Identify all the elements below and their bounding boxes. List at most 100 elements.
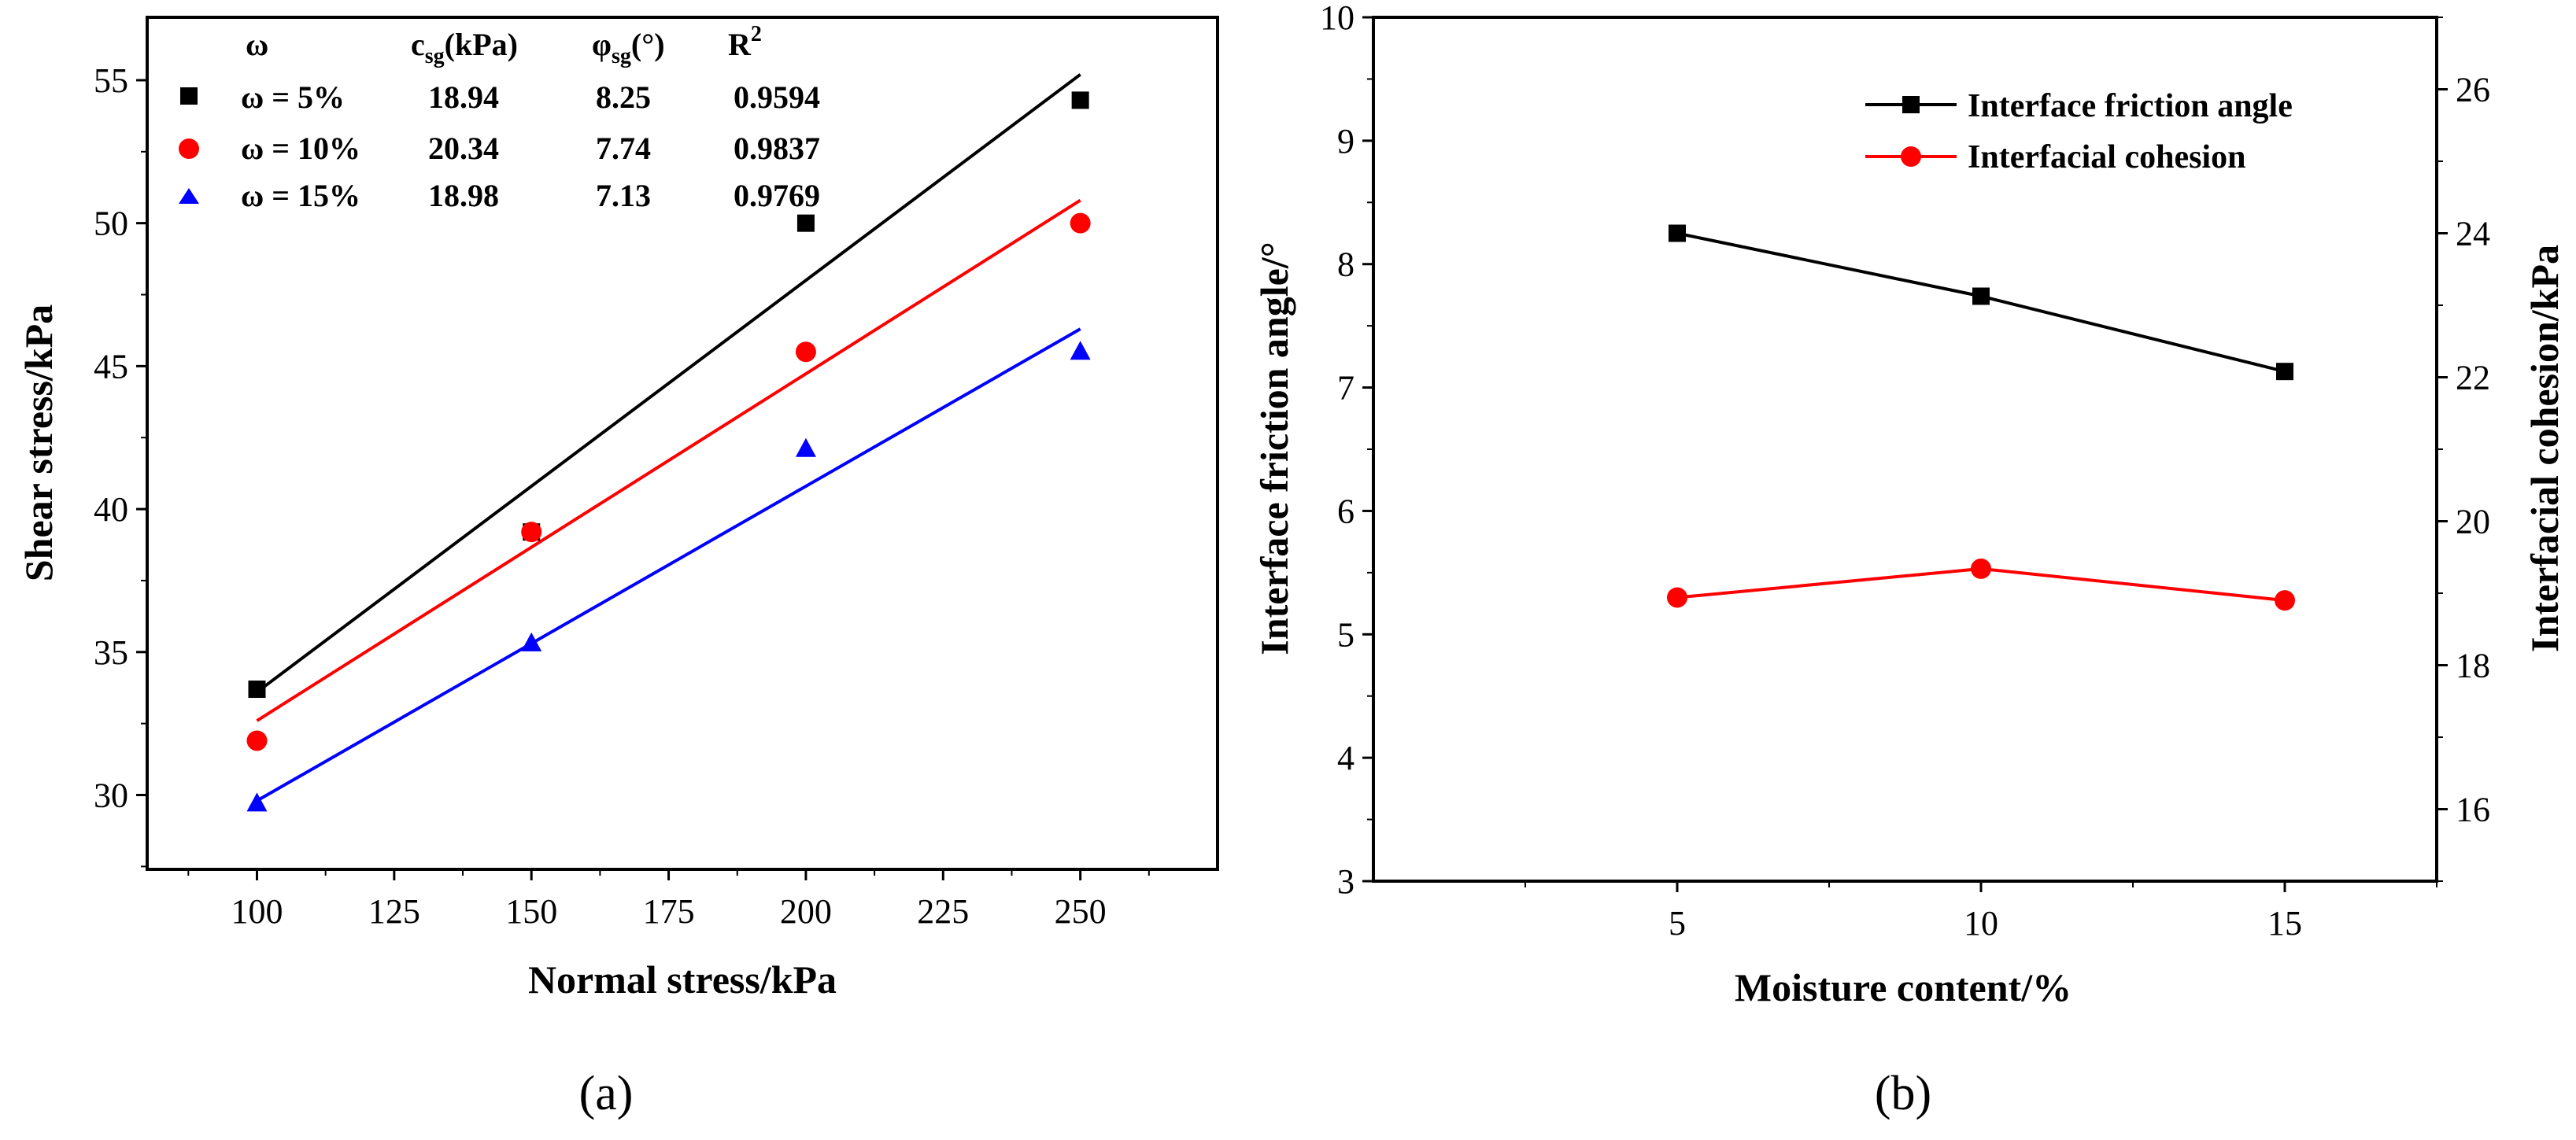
legend-name-5pct: ω = 5% [241,79,345,115]
x-tick-label-a: 100 [231,892,283,931]
panel-a: 100 125 150 175 200 225 250 30 35 40 45 50 55 Norma… [17,16,1219,1120]
data-point-s1-3 [1070,212,1091,234]
legend-c-10pct: 20.34 [428,131,499,166]
y-tick-label-left-b: 3 [1337,862,1355,901]
legend-r2-5pct: 0.9594 [734,79,820,115]
y-tick-label-a: 55 [94,61,128,100]
legend-header-phi-unit: (°) [631,27,665,62]
x-tick-label-b: 15 [2267,904,2302,943]
y-tick-label-right-b: 18 [2456,647,2490,685]
legend-marker-10pct [179,138,199,159]
panel-caption-b: (b) [1875,1067,1931,1120]
x-axis-label-b: Moisture content/% [1735,965,2072,1009]
data-point-s1-0 [246,730,268,751]
fit-line-1 [256,198,1081,722]
legend-header-c-main: c [411,27,425,62]
y-axis-label-a: Shear stress/kPa [17,304,61,581]
y-ticks-a: 30 35 40 45 50 55 [94,61,147,868]
legend-b: Interface friction angle Interfacial coh… [1865,88,2293,175]
legend-c-5pct: 18.94 [428,79,499,115]
y-tick-label-right-b: 26 [2456,71,2490,109]
data-point-s0-3 [1071,91,1089,109]
fit-line-2 [256,327,1081,802]
legend-header-r2: R2 [728,22,762,62]
y-tick-label-right-b: 20 [2456,503,2490,541]
data-point-b-s1-2 [2275,590,2295,611]
legend-phi-15pct: 7.13 [596,178,651,213]
legend-marker-5pct [180,87,198,105]
fit-lines-a [256,73,1081,802]
data-point-s2-2 [795,437,816,457]
y-tick-label-right-b: 24 [2456,215,2490,253]
y-tick-label-left-b: 10 [1320,0,1355,37]
y-tick-label-a: 45 [94,347,128,386]
legend-phi-5pct: 8.25 [596,79,651,115]
y-tick-label-a: 30 [94,777,128,815]
y-axis-label-left-b: Interface friction angle/° [1252,242,1296,655]
x-tick-label-a: 175 [643,892,695,931]
data-point-b-s0-2 [2276,363,2293,381]
legend-label-friction: Interface friction angle [1968,88,2293,124]
legend-label-cohesion: Interfacial cohesion [1968,139,2245,175]
legend-header-c: csg(kPa) [411,27,518,68]
y-tick-label-left-b: 4 [1337,739,1355,777]
legend-header-r2-sup: 2 [751,22,762,46]
x-tick-label-a: 125 [368,892,420,931]
y-tick-label-a: 40 [94,490,128,529]
x-axis-label-a: Normal stress/kPa [528,957,837,1002]
legend-header-r2-main: R [728,27,752,62]
data-point-s0-2 [796,214,815,232]
x-tick-label-b: 5 [1669,904,1686,943]
x-tick-label-a: 150 [505,892,557,931]
legend-r2-10pct: 0.9837 [734,131,820,166]
legend-c-15pct: 18.98 [428,178,499,213]
data-points-b [1667,224,2295,611]
panel-caption-a: (a) [579,1067,634,1120]
y-tick-label-left-b: 9 [1337,122,1355,160]
data-point-b-s1-0 [1667,587,1687,608]
x-tick-label-a: 250 [1055,892,1107,931]
y-tick-label-left-b: 7 [1337,369,1355,408]
y-tick-label-right-b: 22 [2456,359,2490,397]
legend-table-a: ω csg(kPa) φsg(°) R2 ω = 5% 18.94 8.25 0… [179,22,820,213]
legend-marker-friction [1902,96,1920,113]
legend-name-10pct: ω = 10% [241,131,360,166]
fit-line-0 [256,73,1081,694]
y-tick-label-left-b: 6 [1337,492,1355,530]
x-tick-label-a: 200 [780,892,832,931]
legend-phi-10pct: 7.74 [596,131,651,166]
y-tick-label-right-b: 16 [2456,791,2490,829]
x-ticks-b: 5 10 15 [1525,881,2437,943]
legend-header-phi-sub: sg [612,44,631,68]
data-point-s2-3 [1070,341,1091,360]
legend-marker-cohesion [1901,146,1921,167]
legend-name-15pct: ω = 15% [241,178,360,213]
x-ticks-a: 100 125 150 175 200 225 250 [187,869,1150,931]
data-point-s1-1 [521,522,542,543]
legend-header-phi-main: φ [592,27,612,62]
legend-header-c-unit: (kPa) [445,27,518,62]
panel-b: 5 10 15 3 4 5 6 7 8 9 10 16 18 20 22 24 26 Moisture co… [1252,0,2567,1120]
y-tick-label-left-b: 5 [1337,615,1355,654]
data-point-b-s0-0 [1669,224,1686,242]
data-point-b-s0-1 [1972,287,1990,305]
y-ticks-left-b: 3 4 5 6 7 8 9 10 [1320,0,1373,901]
plot-frame-b [1372,16,2438,883]
x-tick-label-a: 225 [917,892,969,931]
legend-header-omega: ω [246,27,268,62]
y-tick-label-a: 35 [94,633,128,672]
legend-header-c-sub: sg [425,44,445,68]
data-points-a [246,91,1091,812]
y-axis-label-right-b: Interfacial cohesion/kPa [2522,245,2567,652]
data-point-s0-0 [248,681,266,699]
legend-header-phi: φsg(°) [592,27,665,68]
y-tick-label-a: 50 [94,205,128,243]
data-point-s1-2 [795,341,816,363]
data-point-s2-1 [521,632,542,651]
data-point-b-s1-1 [1971,558,1991,579]
data-point-s2-0 [246,792,268,812]
y-tick-label-left-b: 8 [1337,245,1355,284]
plot-frame-a [146,16,1219,871]
legend-r2-15pct: 0.9769 [734,178,820,213]
